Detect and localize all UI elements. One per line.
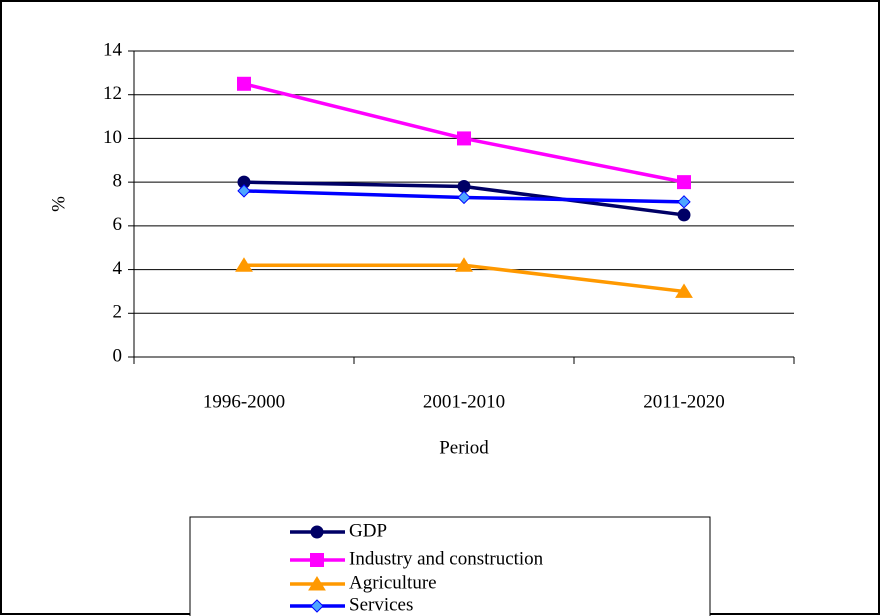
data-point bbox=[675, 283, 693, 298]
x-tick-label: 2011-2020 bbox=[643, 391, 725, 412]
data-point bbox=[457, 190, 471, 205]
y-tick-label: 12 bbox=[103, 83, 122, 104]
y-tick-label: 0 bbox=[113, 345, 123, 366]
x-axis-label: Period bbox=[439, 437, 489, 458]
data-point bbox=[677, 175, 691, 190]
x-tick-label: 2001-2010 bbox=[423, 391, 505, 412]
legend-label: Agriculture bbox=[349, 572, 437, 593]
legend-marker bbox=[308, 576, 326, 591]
y-tick-label: 4 bbox=[113, 258, 123, 279]
legend-marker bbox=[310, 599, 324, 613]
data-point bbox=[455, 257, 473, 272]
data-point bbox=[677, 195, 691, 209]
data-point bbox=[235, 257, 253, 272]
y-tick-label: 2 bbox=[113, 302, 123, 323]
data-point bbox=[237, 76, 251, 91]
y-tick-label: 8 bbox=[113, 171, 123, 192]
y-tick-label: 6 bbox=[113, 214, 123, 235]
y-axis-label: % bbox=[48, 196, 69, 212]
legend-label: GDP bbox=[349, 520, 387, 541]
data-point bbox=[677, 208, 691, 222]
x-tick-label: 1996-2000 bbox=[203, 391, 285, 412]
data-point bbox=[457, 131, 471, 146]
y-tick-label: 10 bbox=[103, 127, 122, 148]
legend-label: Industry and construction bbox=[349, 548, 544, 569]
data-point bbox=[457, 180, 471, 194]
data-point bbox=[237, 184, 251, 198]
y-tick-label: 14 bbox=[103, 39, 123, 60]
legend-box bbox=[189, 516, 711, 616]
legend-marker bbox=[310, 525, 324, 539]
legend-marker bbox=[310, 553, 324, 567]
legend-label: Services bbox=[349, 594, 413, 615]
